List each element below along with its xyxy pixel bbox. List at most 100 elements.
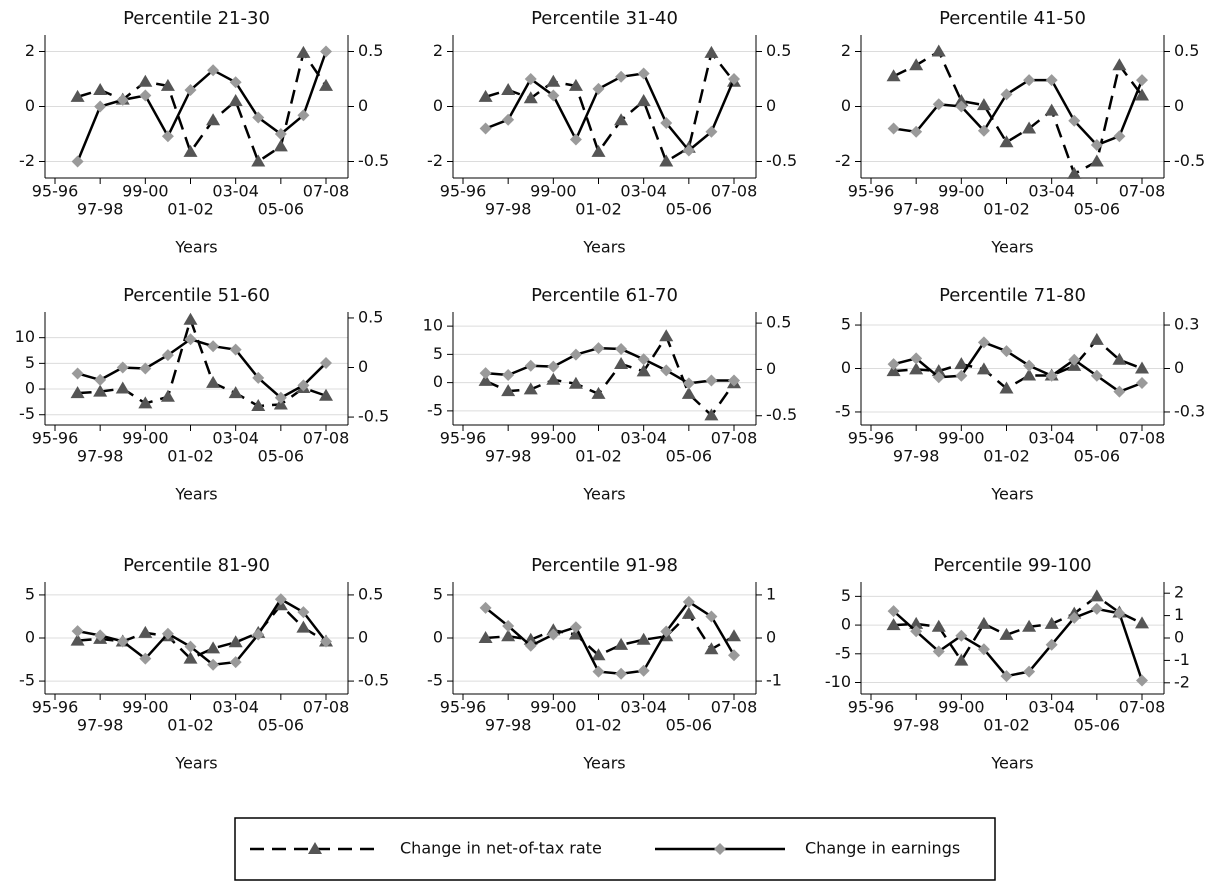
point-marker	[547, 360, 560, 373]
point-marker	[502, 619, 515, 632]
point-marker	[591, 144, 606, 157]
point-marker	[1135, 361, 1149, 374]
point-marker	[478, 89, 493, 102]
point-marker	[728, 73, 740, 85]
point-marker	[636, 632, 651, 645]
point-marker	[138, 396, 153, 409]
point-marker	[229, 656, 242, 669]
point-marker	[1000, 88, 1013, 101]
point-marker	[251, 154, 266, 167]
y2-tick-label: -0.5	[1174, 151, 1205, 170]
point-marker	[161, 130, 174, 143]
x-tick-label: 95-96	[32, 182, 79, 201]
x-tick-label: 05-06	[258, 200, 305, 219]
series-line	[893, 338, 1143, 391]
x-tick-label: 99-00	[530, 429, 577, 448]
point-marker	[728, 649, 740, 662]
point-marker	[955, 629, 968, 642]
point-marker	[206, 113, 221, 126]
y-tick-label: -5	[835, 401, 851, 420]
point-marker	[910, 125, 923, 138]
y-tick-label: 0	[433, 96, 443, 115]
point-marker	[71, 367, 84, 380]
point-marker	[183, 312, 198, 325]
point-marker	[1022, 368, 1037, 381]
point-marker	[501, 83, 516, 95]
point-marker	[94, 100, 107, 113]
chart-title: Percentile 99-100	[933, 555, 1091, 576]
point-marker	[546, 372, 561, 385]
point-marker	[297, 109, 310, 122]
y-tick-label: -5	[835, 643, 851, 662]
point-marker	[184, 640, 197, 653]
point-marker	[614, 356, 629, 369]
legend-box	[234, 817, 996, 881]
y-tick-label: 2	[25, 41, 35, 60]
series-line	[77, 603, 327, 661]
point-marker	[1113, 130, 1126, 143]
point-marker	[682, 377, 695, 390]
point-marker	[955, 100, 968, 113]
y-tick-label: -2	[427, 151, 443, 170]
y2-tick-label: -0.5	[766, 151, 797, 170]
point-marker	[228, 94, 243, 106]
y-tick-label: 5	[841, 586, 851, 605]
point-marker	[705, 374, 718, 387]
point-marker	[546, 74, 561, 87]
x-tick-label: 01-02	[167, 447, 214, 466]
point-marker	[319, 388, 333, 401]
point-marker	[1068, 114, 1081, 127]
point-marker	[704, 642, 719, 655]
series-line	[77, 597, 327, 667]
x-tick-label: 01-02	[983, 200, 1030, 219]
point-marker	[886, 69, 901, 82]
x-tick-label: 95-96	[440, 429, 487, 448]
y2-tick-label: 0	[766, 359, 776, 378]
y-tick-label: 5	[433, 584, 443, 603]
x-tick-label: 97-98	[77, 716, 124, 735]
x-tick-label: 97-98	[485, 200, 532, 219]
y2-tick-label: -0.5	[358, 671, 389, 690]
y-tick-label: 0	[433, 372, 443, 391]
point-marker	[115, 381, 130, 394]
x-tick-label: 05-06	[666, 447, 713, 466]
point-marker	[660, 625, 673, 638]
y-tick-label: 10	[423, 316, 443, 335]
point-marker	[910, 352, 923, 365]
point-marker	[591, 386, 606, 399]
point-marker	[568, 78, 583, 91]
point-marker	[887, 605, 900, 618]
point-marker	[207, 64, 220, 77]
point-marker	[71, 625, 84, 638]
legend-marker	[714, 843, 726, 855]
x-tick-label: 97-98	[893, 447, 940, 466]
y2-tick-label: 1	[1174, 605, 1184, 624]
point-marker	[320, 635, 332, 648]
y2-tick-label: 0.5	[358, 584, 383, 603]
point-marker	[592, 665, 605, 678]
y2-tick-label: 1	[766, 584, 776, 603]
point-marker	[659, 154, 674, 167]
x-axis-label: Years	[990, 485, 1033, 504]
x-axis-label: Years	[174, 238, 217, 257]
point-marker	[524, 73, 537, 85]
x-tick-label: 97-98	[77, 447, 124, 466]
point-marker	[569, 348, 582, 361]
point-marker	[682, 595, 695, 608]
point-marker	[1135, 88, 1149, 101]
point-marker	[931, 619, 946, 632]
point-marker	[1068, 611, 1081, 624]
point-marker	[569, 621, 582, 634]
point-marker	[636, 364, 651, 377]
x-tick-label: 03-04	[620, 429, 667, 448]
point-marker	[1135, 616, 1149, 629]
x-tick-label: 97-98	[77, 200, 124, 219]
point-marker	[116, 93, 129, 106]
point-marker	[183, 651, 198, 664]
point-marker	[1000, 345, 1013, 358]
x-axis-label: Years	[582, 485, 625, 504]
point-marker	[1045, 74, 1058, 87]
point-marker	[1089, 332, 1104, 345]
point-marker	[704, 45, 719, 58]
